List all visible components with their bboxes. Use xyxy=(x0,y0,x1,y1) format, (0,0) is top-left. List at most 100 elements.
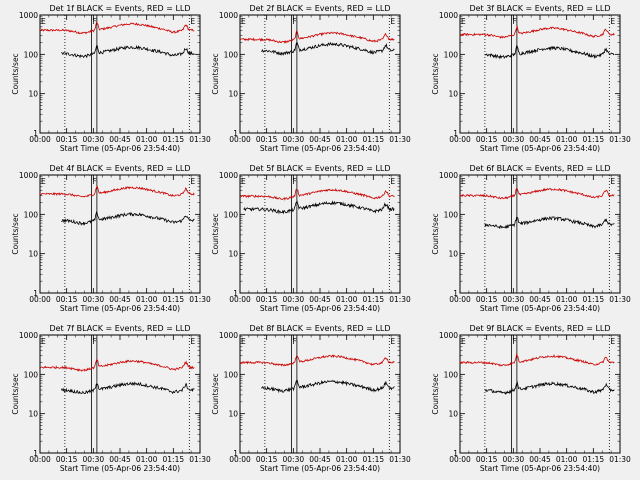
x-tick-label: 00:30 xyxy=(83,135,105,144)
x-tick-label: 01:30 xyxy=(389,135,411,144)
panel-8: Det 8f BLACK = Events, RED = LLD 1 10 100 10… xyxy=(211,324,411,473)
lld-series-line xyxy=(239,187,395,201)
x-tick-label: 00:45 xyxy=(309,135,331,144)
marker-f: F xyxy=(513,177,517,186)
x-tick-label: 01:15 xyxy=(363,135,385,144)
marker-f: F xyxy=(293,337,297,346)
lld-series-line xyxy=(39,185,195,198)
events-series-line xyxy=(61,211,195,226)
x-tick-label: 01:15 xyxy=(363,455,385,464)
marker-e: E xyxy=(461,337,466,346)
y-tick-label: 10 xyxy=(28,410,38,419)
y-tick-label: 10 xyxy=(28,250,38,259)
panel-title: Det 9f BLACK = Events, RED = LLD xyxy=(469,324,610,333)
y-tick-label: 1 xyxy=(233,289,238,298)
events-series-line xyxy=(243,200,395,215)
x-tick-label: 01:30 xyxy=(609,295,631,304)
x-tick-label: 01:00 xyxy=(336,295,358,304)
x-tick-label: 01:15 xyxy=(583,295,605,304)
marker-e: E xyxy=(41,17,46,26)
x-axis-label: Start Time (05-Apr-06 23:54:40) xyxy=(260,464,380,473)
events-series-line xyxy=(261,379,395,394)
y-tick-label: 1000 xyxy=(219,11,238,20)
x-tick-label: 01:00 xyxy=(136,135,158,144)
marker-f: F xyxy=(513,17,517,26)
x-axis-label: Start Time (05-Apr-06 23:54:40) xyxy=(60,464,180,473)
y-axis-label: Counts/sec xyxy=(211,213,220,254)
y-tick-label: 1000 xyxy=(439,11,458,20)
y-axis-label: Counts/sec xyxy=(431,373,440,414)
y-tick-label: 1 xyxy=(233,449,238,458)
x-tick-label: 01:00 xyxy=(556,295,578,304)
marker-f: F xyxy=(93,177,97,186)
y-axis-label: Counts/sec xyxy=(11,213,20,254)
marker-e: E xyxy=(190,17,195,26)
x-tick-label: 00:45 xyxy=(309,455,331,464)
panel-9: Det 9f BLACK = Events, RED = LLD 1 10 100 10… xyxy=(431,324,631,473)
y-axis-label: Counts/sec xyxy=(431,53,440,94)
plot-frame xyxy=(39,14,201,134)
marker-e: E xyxy=(461,177,466,186)
y-tick-label: 100 xyxy=(224,210,239,219)
panel-3: Det 3f BLACK = Events, RED = LLD 1 10 100 10… xyxy=(431,4,631,153)
events-series-line xyxy=(484,216,615,229)
x-tick-label: 00:45 xyxy=(529,295,551,304)
y-tick-label: 1 xyxy=(453,289,458,298)
x-tick-label: 00:30 xyxy=(83,295,105,304)
x-tick-label: 00:30 xyxy=(83,455,105,464)
marker-f: F xyxy=(293,177,297,186)
x-tick-label: 00:45 xyxy=(529,135,551,144)
marker-e: E xyxy=(390,337,395,346)
x-tick-label: 01:15 xyxy=(163,295,185,304)
y-tick-label: 100 xyxy=(224,50,239,59)
panel-title: Det 6f BLACK = Events, RED = LLD xyxy=(469,164,610,173)
plot-frame xyxy=(39,334,201,454)
plot-frame xyxy=(459,334,621,454)
x-tick-label: 00:00 xyxy=(229,295,251,304)
y-tick-label: 1000 xyxy=(439,331,458,340)
marker-e: E xyxy=(390,177,395,186)
marker-f: F xyxy=(93,337,97,346)
y-tick-label: 1 xyxy=(453,449,458,458)
panel-title: Det 5f BLACK = Events, RED = LLD xyxy=(249,164,390,173)
x-tick-label: 01:30 xyxy=(389,295,411,304)
x-tick-label: 00:45 xyxy=(309,295,331,304)
x-tick-label: 00:15 xyxy=(256,295,278,304)
y-tick-label: 100 xyxy=(24,370,39,379)
x-tick-label: 01:30 xyxy=(609,135,631,144)
x-tick-label: 01:15 xyxy=(163,135,185,144)
events-series-line xyxy=(261,41,395,56)
events-series-line xyxy=(61,44,195,59)
y-axis-label: Counts/sec xyxy=(11,373,20,414)
y-tick-label: 100 xyxy=(24,50,39,59)
x-tick-label: 00:30 xyxy=(283,135,305,144)
x-tick-label: 00:15 xyxy=(476,295,498,304)
x-tick-label: 00:00 xyxy=(449,135,471,144)
y-tick-label: 10 xyxy=(228,90,238,99)
panel-7: Det 7f BLACK = Events, RED = LLD 1 10 100 10… xyxy=(11,324,211,473)
x-tick-label: 00:45 xyxy=(529,455,551,464)
panel-5: Det 5f BLACK = Events, RED = LLD 1 10 100 10… xyxy=(211,164,411,313)
x-tick-label: 01:00 xyxy=(556,455,578,464)
y-tick-label: 10 xyxy=(28,90,38,99)
x-tick-label: 01:15 xyxy=(363,295,385,304)
y-tick-label: 10 xyxy=(448,410,458,419)
plot-frame xyxy=(459,14,621,134)
x-tick-label: 01:00 xyxy=(336,455,358,464)
y-tick-label: 100 xyxy=(224,370,239,379)
y-tick-label: 10 xyxy=(228,410,238,419)
x-tick-label: 00:00 xyxy=(229,135,251,144)
plot-frame xyxy=(459,174,621,294)
x-tick-label: 00:15 xyxy=(56,135,78,144)
x-tick-label: 00:00 xyxy=(29,455,51,464)
panel-title: Det 4f BLACK = Events, RED = LLD xyxy=(49,164,190,173)
y-tick-label: 1000 xyxy=(19,11,38,20)
x-tick-label: 00:15 xyxy=(476,455,498,464)
marker-e: E xyxy=(610,17,615,26)
panel-title: Det 2f BLACK = Events, RED = LLD xyxy=(249,4,390,13)
panel-2: Det 2f BLACK = Events, RED = LLD 1 10 100 10… xyxy=(211,4,411,153)
x-axis-label: Start Time (05-Apr-06 23:54:40) xyxy=(260,144,380,153)
x-tick-label: 00:45 xyxy=(109,455,131,464)
x-tick-label: 00:00 xyxy=(29,135,51,144)
x-axis-label: Start Time (05-Apr-06 23:54:40) xyxy=(60,144,180,153)
